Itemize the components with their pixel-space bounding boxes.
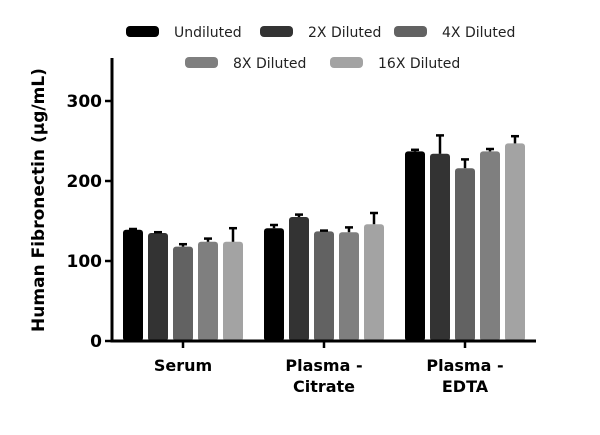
x-tick-label: Plasma -EDTA bbox=[426, 356, 503, 396]
bar bbox=[198, 241, 218, 341]
legend-swatch bbox=[330, 57, 363, 68]
legend-item: 2X Diluted bbox=[260, 25, 381, 41]
legend-swatch bbox=[126, 26, 159, 37]
legend-swatch bbox=[394, 26, 427, 37]
legend-item: 16X Diluted bbox=[330, 56, 460, 72]
legend-label: Undiluted bbox=[174, 25, 242, 41]
legend-item: Undiluted bbox=[126, 25, 242, 41]
bar bbox=[289, 217, 309, 341]
bars bbox=[123, 134, 525, 341]
bar bbox=[314, 231, 334, 341]
bar bbox=[505, 143, 525, 341]
y-tick-label: 200 bbox=[67, 172, 103, 192]
bar bbox=[480, 151, 500, 341]
bar bbox=[405, 151, 425, 341]
y-axis-label: Human Fibronectin (μg/mL) bbox=[29, 68, 49, 332]
y-tick-label: 300 bbox=[67, 92, 103, 112]
legend-label: 16X Diluted bbox=[378, 56, 460, 72]
axes: 0 100 200 300 Serum Plasma -Citrate Plasma -ED… bbox=[67, 58, 536, 396]
legend-item: 4X Diluted bbox=[394, 25, 515, 41]
bar bbox=[223, 241, 243, 341]
y-tick-label: 0 bbox=[90, 332, 102, 352]
bar bbox=[173, 246, 193, 341]
bar bbox=[364, 224, 384, 341]
bar bbox=[148, 233, 168, 341]
bar bbox=[455, 168, 475, 341]
legend-item: 8X Diluted bbox=[185, 56, 306, 72]
legend-swatch bbox=[260, 26, 293, 37]
bar bbox=[339, 232, 359, 341]
legend: Undiluted 2X Diluted 4X Diluted 8X Diluted 1… bbox=[126, 25, 515, 72]
x-tick-label: Serum bbox=[154, 356, 212, 375]
legend-label: 4X Diluted bbox=[442, 25, 515, 41]
legend-label: 8X Diluted bbox=[233, 56, 306, 72]
bar bbox=[430, 153, 450, 341]
bar bbox=[123, 229, 143, 341]
legend-swatch bbox=[185, 57, 218, 68]
bar bbox=[264, 228, 284, 341]
y-tick-label: 100 bbox=[67, 252, 103, 272]
x-tick-label: Plasma -Citrate bbox=[285, 356, 362, 396]
legend-label: 2X Diluted bbox=[308, 25, 381, 41]
